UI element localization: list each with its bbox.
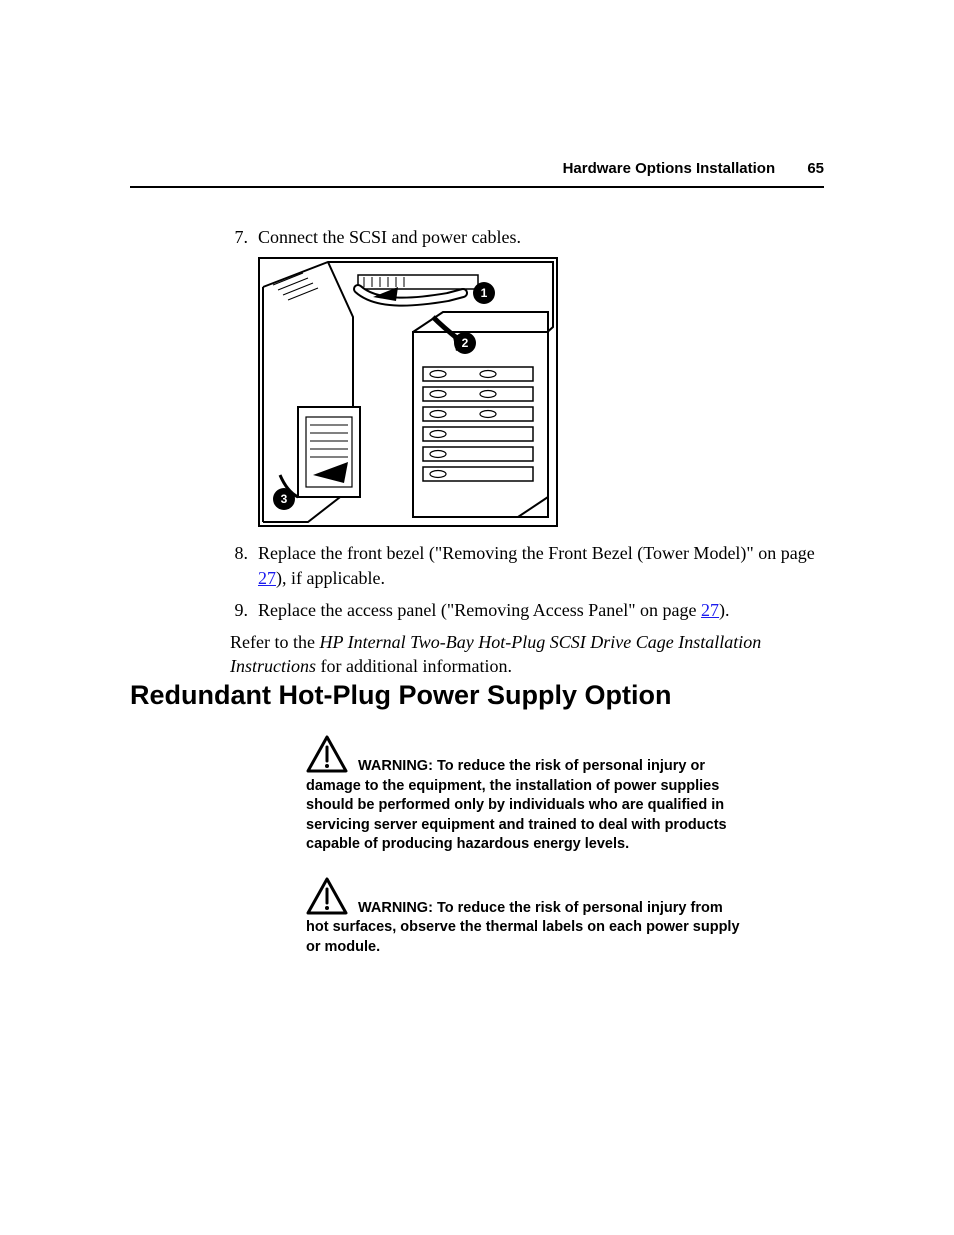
callout-3: 3 xyxy=(281,492,288,506)
step-9-post: ). xyxy=(719,600,730,620)
step-text: Connect the SCSI and power cables. xyxy=(258,225,824,249)
step-number: 9. xyxy=(230,598,258,622)
running-header: Hardware Options Installation 65 xyxy=(563,160,824,177)
section-heading: Redundant Hot-Plug Power Supply Option xyxy=(130,680,671,711)
warning-icon xyxy=(306,877,348,922)
step-text: Replace the access panel ("Removing Acce… xyxy=(258,598,824,622)
step-9: 9. Replace the access panel ("Removing A… xyxy=(230,598,824,622)
figure-scsi-cables: 1 2 3 xyxy=(258,257,824,527)
step-7: 7. Connect the SCSI and power cables. xyxy=(230,225,824,249)
step-8-post: ), if applicable. xyxy=(276,568,385,588)
step-8: 8. Replace the front bezel ("Removing th… xyxy=(230,541,824,590)
warnings-area: WARNING: To reduce the risk of personal … xyxy=(306,735,744,980)
warning-label: WARNING: xyxy=(358,758,433,774)
refer-pre: Refer to the xyxy=(230,632,319,652)
reference-paragraph: Refer to the HP Internal Two-Bay Hot-Plu… xyxy=(230,630,824,679)
warning-icon xyxy=(306,735,348,780)
figure-svg: 1 2 3 xyxy=(258,257,558,527)
step-9-pre: Replace the access panel ("Removing Acce… xyxy=(258,600,701,620)
page-ref-link[interactable]: 27 xyxy=(701,600,719,620)
step-text: Replace the front bezel ("Removing the F… xyxy=(258,541,824,590)
refer-post: for additional information. xyxy=(316,656,512,676)
callout-2: 2 xyxy=(462,336,469,350)
body-content: 7. Connect the SCSI and power cables. xyxy=(230,225,824,679)
warning-2: WARNING: To reduce the risk of personal … xyxy=(306,877,744,958)
step-8-pre: Replace the front bezel ("Removing the F… xyxy=(258,543,815,563)
step-number: 7. xyxy=(230,225,258,249)
step-number: 8. xyxy=(230,541,258,590)
page-ref-link[interactable]: 27 xyxy=(258,568,276,588)
warning-1: WARNING: To reduce the risk of personal … xyxy=(306,735,744,855)
section-title: Hardware Options Installation xyxy=(563,160,776,177)
page-number: 65 xyxy=(807,160,824,177)
callout-1: 1 xyxy=(481,286,488,300)
page: Hardware Options Installation 65 7. Conn… xyxy=(0,0,954,1235)
header-rule xyxy=(130,186,824,188)
warning-label: WARNING: xyxy=(358,900,433,916)
